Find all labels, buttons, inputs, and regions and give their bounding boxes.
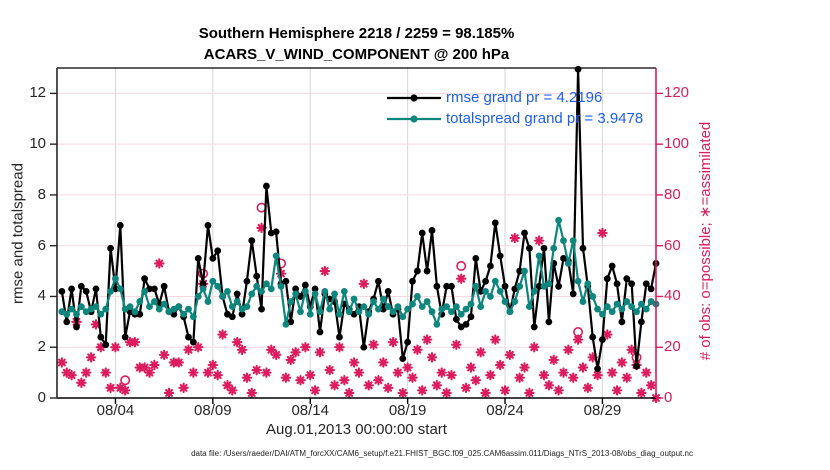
totalspread-line-sample-icon — [387, 114, 441, 123]
y-axis-left-tick-0: 0 — [37, 389, 46, 406]
y-axis-left-tick-8: 8 — [37, 185, 46, 203]
y-axis-left-tick-2: 2 — [37, 338, 46, 356]
y-axis-right-tick-100: 100 — [664, 135, 690, 153]
figure-title: Southern Hemisphere 2218 / 2259 = 98.185… — [198, 25, 515, 42]
y-axis-left-label: rmse and totalspread — [9, 163, 27, 304]
y-axis-right-tick-40: 40 — [664, 287, 681, 305]
y-axis-right-tick-20: 20 — [664, 338, 681, 356]
figure-subtitle: ACARS_V_WIND_COMPONENT @ 200 hPa — [203, 46, 510, 63]
x-axis-tick-08/19: 08/19 — [388, 402, 427, 419]
legend-item-totalspread: totalspread grand pr = 3.9478 — [385, 108, 643, 129]
rmse-series — [58, 65, 660, 373]
x-axis-tick-08/04: 08/04 — [96, 402, 135, 419]
y-axis-left-tick-4: 4 — [37, 287, 46, 305]
axis-ticks — [50, 92, 663, 404]
axes-spines — [56, 67, 657, 399]
y-axis-right-tick-80: 80 — [664, 185, 681, 203]
x-axis-tick-08/29: 08/29 — [583, 402, 622, 419]
data-file-path: data file: /Users/raeder/DAI/ATM_forcXX/… — [191, 449, 693, 458]
y-axis-left-tick-10: 10 — [29, 135, 46, 153]
rmse-line-sample-icon — [387, 93, 441, 102]
x-axis-label: Aug.01,2013 00:00:00 start — [266, 421, 447, 438]
totalspread-series — [58, 216, 660, 328]
legend-label-totalspread: totalspread grand pr = 3.9478 — [446, 110, 644, 127]
obs-possible-markers — [120, 202, 642, 386]
y-axis-right-tick-120: 120 — [664, 84, 690, 102]
x-axis-tick-08/24: 08/24 — [486, 402, 524, 419]
y-axis-left-tick-12: 12 — [29, 84, 46, 102]
legend: rmse grand pr = 4.2196 totalspread grand… — [385, 87, 643, 129]
y-axis-right-tick-60: 60 — [664, 236, 681, 254]
legend-item-rmse: rmse grand pr = 4.2196 — [385, 87, 643, 108]
y-axis-right-tick-0: 0 — [664, 389, 673, 406]
y-axis-left-tick-6: 6 — [37, 236, 46, 254]
x-axis-tick-08/09: 08/09 — [194, 402, 232, 419]
legend-label-rmse: rmse grand pr = 4.2196 — [446, 89, 603, 106]
x-axis-tick-08/14: 08/14 — [291, 402, 329, 419]
